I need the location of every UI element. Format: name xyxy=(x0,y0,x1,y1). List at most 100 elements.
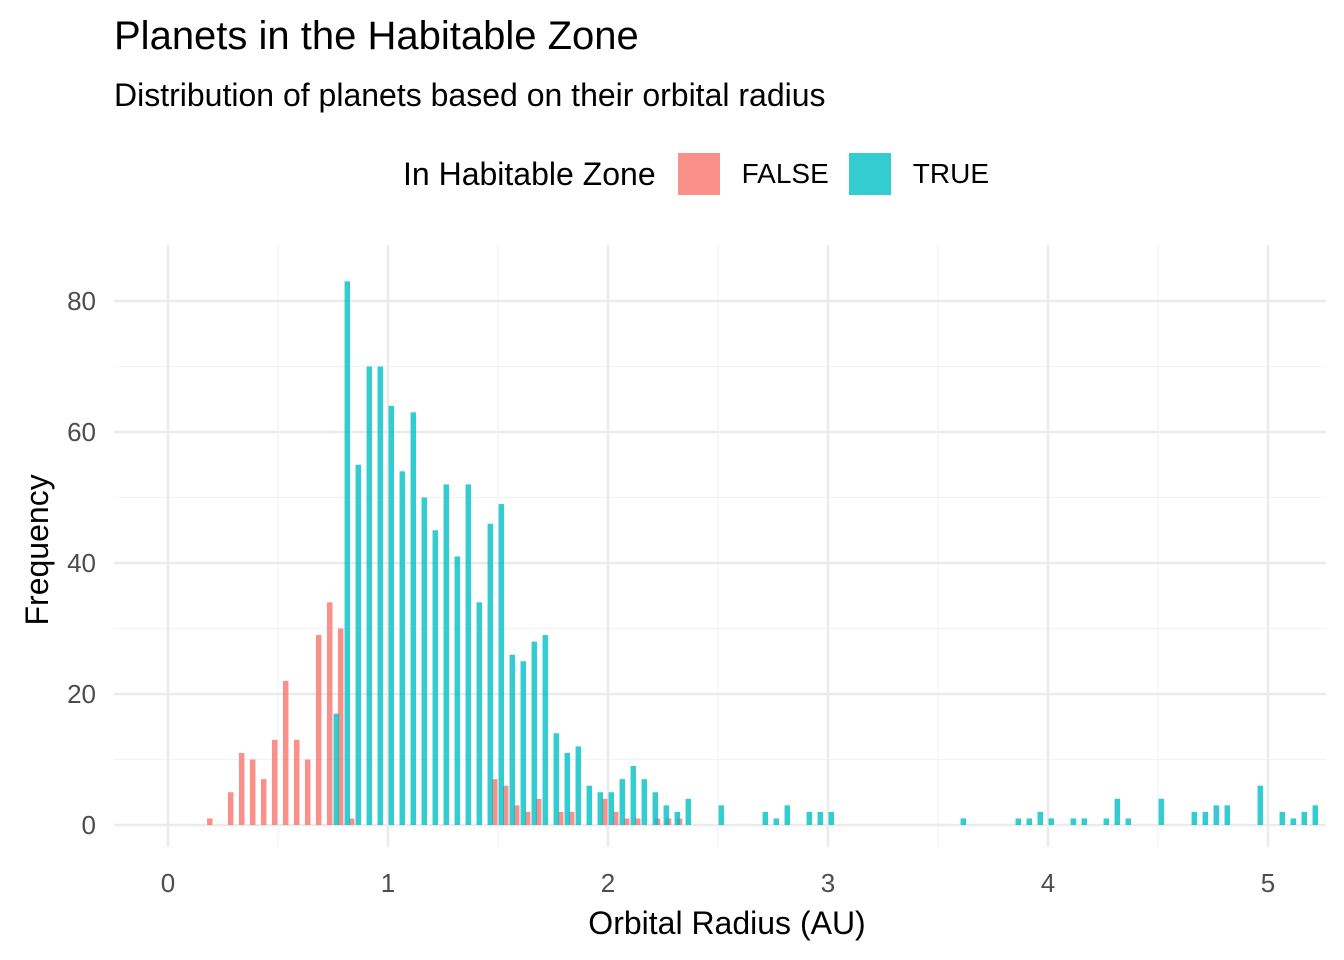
bar-false xyxy=(535,798,542,825)
bar-true xyxy=(344,281,351,826)
y-tick-label: 0 xyxy=(82,810,96,840)
y-tick-label: 60 xyxy=(67,417,96,447)
bar-true xyxy=(641,779,648,825)
bar-true xyxy=(1026,818,1033,825)
bar-true xyxy=(773,818,780,825)
legend-label-false: FALSE xyxy=(741,158,829,189)
bar-false xyxy=(513,805,520,825)
bar-false xyxy=(568,811,575,825)
legend: In Habitable Zone FALSE TRUE xyxy=(403,152,1009,196)
bar-false xyxy=(315,635,322,825)
bar-true xyxy=(388,405,395,825)
bar-false xyxy=(227,792,234,825)
bar-true xyxy=(377,366,384,825)
bar-true xyxy=(1081,818,1088,825)
bar-true xyxy=(1290,818,1297,825)
bar-false xyxy=(293,739,300,825)
bar-true xyxy=(1015,818,1022,825)
bar-true xyxy=(817,811,824,825)
chart-subtitle: Distribution of planets based on their o… xyxy=(114,77,826,113)
bar-true xyxy=(1257,785,1264,825)
bar-true xyxy=(630,766,637,825)
bar-true xyxy=(586,785,593,825)
bar-true xyxy=(1301,811,1308,825)
bar-true xyxy=(399,471,406,825)
bar-true xyxy=(355,464,362,825)
bar-true xyxy=(1213,805,1220,825)
bar-true xyxy=(597,792,604,825)
bar-false xyxy=(557,811,564,825)
bar-true xyxy=(1312,805,1319,825)
chart-title: Planets in the Habitable Zone xyxy=(114,14,639,58)
bar-true xyxy=(685,798,692,825)
bar-true xyxy=(619,779,626,825)
bar-true xyxy=(542,635,549,825)
bar-true xyxy=(454,556,461,825)
bar-false xyxy=(612,811,619,825)
bar-false xyxy=(634,818,641,825)
bar-true xyxy=(762,811,769,825)
bar-true xyxy=(663,805,670,825)
bar-true xyxy=(564,752,571,825)
bar-false xyxy=(271,739,278,825)
bar-false xyxy=(601,798,608,825)
bar-false xyxy=(249,759,256,825)
bar-true xyxy=(575,746,582,825)
bar-true xyxy=(432,530,439,825)
x-tick-label: 1 xyxy=(381,868,395,898)
bar-true xyxy=(498,504,505,825)
bar-true xyxy=(333,713,340,825)
legend-item-false: FALSE xyxy=(677,153,829,195)
bar-true xyxy=(421,497,428,825)
bar-true xyxy=(410,412,417,825)
y-axis-label: Frequency xyxy=(19,474,55,625)
bar-false xyxy=(524,811,531,825)
bar-false xyxy=(326,602,333,825)
bar-true xyxy=(509,654,516,825)
bar-true xyxy=(1114,798,1121,825)
bar-false xyxy=(348,818,355,825)
bar-true xyxy=(1037,811,1044,825)
bar-true xyxy=(1048,818,1055,825)
x-tick-label: 5 xyxy=(1261,868,1275,898)
bar-true xyxy=(553,733,560,825)
y-tick-label: 80 xyxy=(67,286,96,316)
bar-true xyxy=(1191,811,1198,825)
bar-true xyxy=(1279,811,1286,825)
legend-key-true xyxy=(848,153,891,195)
bar-true xyxy=(718,805,725,825)
bar-true xyxy=(465,484,472,825)
bar-false xyxy=(207,818,213,825)
bar-false xyxy=(502,785,509,825)
bar-false xyxy=(337,628,344,825)
y-tick-label: 40 xyxy=(67,548,96,578)
bar-true xyxy=(674,811,681,825)
bar-true xyxy=(476,602,483,825)
bar-true xyxy=(1103,818,1110,825)
bar-true xyxy=(520,661,527,825)
bar-false xyxy=(238,752,245,825)
legend-key-false xyxy=(677,153,720,195)
bar-false xyxy=(304,759,311,825)
bar-true xyxy=(366,366,373,825)
y-tick-label: 20 xyxy=(67,679,96,709)
bar-true xyxy=(828,811,835,825)
x-tick-label: 3 xyxy=(821,868,835,898)
bar-true xyxy=(487,523,494,825)
bar-true xyxy=(1224,805,1231,825)
bar-true xyxy=(1125,818,1132,825)
bar-true xyxy=(608,792,615,825)
bar-true xyxy=(806,811,813,825)
bar-true xyxy=(652,792,659,825)
bar-false xyxy=(260,779,267,825)
legend-item-true: TRUE xyxy=(848,153,990,195)
bar-true xyxy=(1202,811,1209,825)
x-tick-label: 4 xyxy=(1041,868,1055,898)
bar-true xyxy=(784,805,791,825)
bar-false xyxy=(623,818,630,825)
legend-label-true: TRUE xyxy=(912,158,990,189)
bar-true xyxy=(1158,798,1165,825)
bar-true xyxy=(443,484,450,825)
bar-false xyxy=(491,779,498,825)
